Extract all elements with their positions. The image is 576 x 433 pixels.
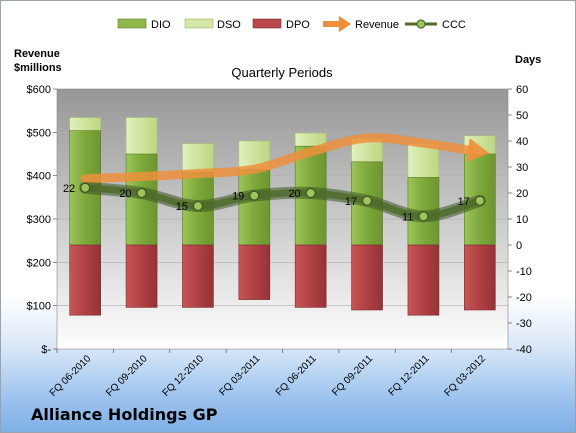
ccc-label-0: 22 xyxy=(63,183,75,195)
bar-dpo-3 xyxy=(238,244,271,300)
right-tick-label-7: 30 xyxy=(516,162,528,174)
x-tick-label-1: FQ 09-2010 xyxy=(104,353,150,399)
lines-group: 22 20 15 19 20 17 11 17 xyxy=(63,133,490,223)
x-tick-label-7: FQ 03-2012 xyxy=(442,353,488,399)
bar-dpo-7 xyxy=(464,244,496,311)
company-name: Alliance Holdings GP xyxy=(31,405,218,424)
legend-label-dpo: DPO xyxy=(286,19,310,31)
bar-dpo-0 xyxy=(69,244,101,316)
right-tick-label-3: -10 xyxy=(516,266,532,278)
right-tick-label-2: -20 xyxy=(516,292,532,304)
right-tick-label-8: 40 xyxy=(516,136,528,148)
x-tick-label-4: FQ 06-2011 xyxy=(274,353,319,398)
bar-dio-3 xyxy=(238,169,271,246)
ccc-label-3: 19 xyxy=(232,191,244,203)
legend-swatch-ccc-marker xyxy=(416,19,426,29)
ccc-label-2: 15 xyxy=(176,201,188,213)
x-tick-label-5: FQ 09-2011 xyxy=(330,353,375,398)
left-tick-label-3: $300 xyxy=(27,214,51,226)
left-tick-label-1: $100 xyxy=(27,301,51,313)
right-axis-label: Days xyxy=(515,54,541,66)
ccc-point-4 xyxy=(305,187,316,199)
legend-swatch-dso xyxy=(184,18,214,29)
bar-dpo-4 xyxy=(294,244,327,308)
bar-dpo-2 xyxy=(182,244,214,308)
right-tick-label-9: 50 xyxy=(516,110,528,122)
legend-swatch-dio xyxy=(117,18,147,29)
left-axis-label-line2: $millions xyxy=(14,62,62,74)
ccc-point-0 xyxy=(80,182,91,193)
legend-label-dso: DSO xyxy=(217,19,241,31)
legend-label-revenue: Revenue xyxy=(355,19,399,31)
right-tick-label-4: 0 xyxy=(516,240,522,252)
revenue-arrowhead xyxy=(466,138,490,162)
right-tick-label-5: 10 xyxy=(516,214,528,226)
bar-dpo-5 xyxy=(351,244,383,311)
left-tick-label-2: $200 xyxy=(27,257,51,269)
ccc-point-2 xyxy=(192,200,204,212)
left-tick-label-6: $600 xyxy=(27,84,51,96)
x-tick-label-0: FQ 06-2010 xyxy=(48,353,94,399)
bar-dpo-6 xyxy=(407,244,440,316)
right-tick-label-0: -40 xyxy=(516,344,532,356)
ccc-label-4: 20 xyxy=(288,188,300,200)
ccc-point-5 xyxy=(361,195,373,206)
ccc-label-6: 11 xyxy=(402,211,413,223)
chart-title: Quarterly Periods xyxy=(231,65,333,80)
left-tick-label-5: $500 xyxy=(27,127,51,139)
ccc-label-7: 17 xyxy=(458,196,470,208)
right-tick-label-6: 20 xyxy=(516,188,528,200)
legend: DIO DSO DPO Revenue CCC xyxy=(117,16,466,32)
x-tick-label-3: FQ 03-2011 xyxy=(217,353,262,398)
revenue-line xyxy=(80,133,475,184)
x-tick-label-2: FQ 12-2010 xyxy=(161,353,207,399)
ccc-label-1: 20 xyxy=(119,188,131,200)
bar-dpo-1 xyxy=(125,244,158,308)
left-tick-label-4: $400 xyxy=(27,171,51,183)
ccc-label-5: 17 xyxy=(345,196,357,208)
right-tick-label-1: -30 xyxy=(516,318,532,330)
left-tick-label-0: $- xyxy=(41,344,51,356)
legend-arrow-revenue xyxy=(339,16,351,32)
legend-label-dio: DIO xyxy=(151,19,171,31)
ccc-point-3 xyxy=(249,190,260,201)
ccc-point-7 xyxy=(474,195,485,206)
x-tick-label-6: FQ 12-2011 xyxy=(387,353,432,398)
legend-swatch-dpo xyxy=(252,18,282,29)
right-tick-label-10: 60 xyxy=(516,84,528,96)
legend-label-ccc: CCC xyxy=(442,19,466,31)
ccc-point-1 xyxy=(136,187,147,199)
ccc-point-6 xyxy=(418,211,429,222)
left-axis-label-line1: Revenue xyxy=(14,48,60,60)
